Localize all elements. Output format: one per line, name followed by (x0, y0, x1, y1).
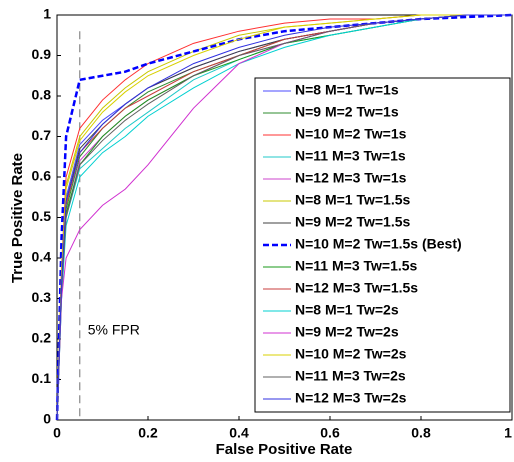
x-tick-label: 1 (504, 425, 512, 441)
y-tick-label: 0.3 (32, 289, 52, 305)
x-tick-label: 0.2 (138, 425, 158, 441)
legend-label: N=9 M=2 Tw=2s (295, 324, 399, 340)
x-tick-label: 0.4 (229, 425, 249, 441)
legend-label: N=8 M=1 Tw=1.5s (295, 192, 411, 208)
annotation: 5% FPR (88, 322, 140, 338)
series-line (55, 13, 513, 421)
legend-label: N=10 M=2 Tw=1.5s (Best) (295, 236, 462, 252)
legend-label: N=10 M=2 Tw=2s (295, 346, 407, 362)
x-axis-label: False Positive Rate (216, 441, 353, 458)
legend-label: N=9 M=2 Tw=1.5s (295, 214, 411, 230)
legend-label: N=11 M=3 Tw=1.5s (295, 258, 418, 274)
y-tick-label: 0.6 (32, 168, 52, 184)
legend-label: N=11 M=3 Tw=1s (295, 148, 406, 164)
series-line (56, 14, 512, 421)
y-tick-label: 0.9 (32, 46, 52, 62)
legend-label: N=9 M=2 Tw=1s (295, 104, 399, 120)
series-line (56, 14, 512, 421)
y-tick-label: 0.1 (32, 370, 52, 386)
legend-label: N=12 M=3 Tw=1s (295, 170, 407, 186)
y-tick-label: 0.7 (32, 127, 52, 143)
y-tick-label: 0.5 (32, 208, 52, 224)
y-tick-label: 0.4 (32, 249, 52, 265)
x-tick-label: 0.6 (320, 425, 340, 441)
legend-label: N=8 M=1 Tw=2s (295, 302, 399, 318)
y-tick-label: 0 (43, 411, 51, 427)
legend-label: N=12 M=3 Tw=2s (295, 390, 407, 406)
series-line (56, 14, 512, 421)
y-tick-label: 0.8 (32, 87, 52, 103)
legend-label: N=12 M=3 Tw=1.5s (295, 280, 418, 296)
legend-label: N=11 M=3 Tw=2s (295, 368, 406, 384)
legend-box (254, 77, 511, 413)
x-tick-label: 0 (53, 425, 61, 441)
y-tick-label: 1 (43, 6, 51, 22)
y-tick-label: 0.2 (32, 330, 52, 346)
legend-label: N=8 M=1 Tw=1s (295, 82, 399, 98)
y-axis-label: True Positive Rate (9, 153, 26, 283)
x-tick-label: 0.8 (411, 425, 431, 441)
legend-label: N=10 M=2 Tw=1s (295, 126, 407, 142)
